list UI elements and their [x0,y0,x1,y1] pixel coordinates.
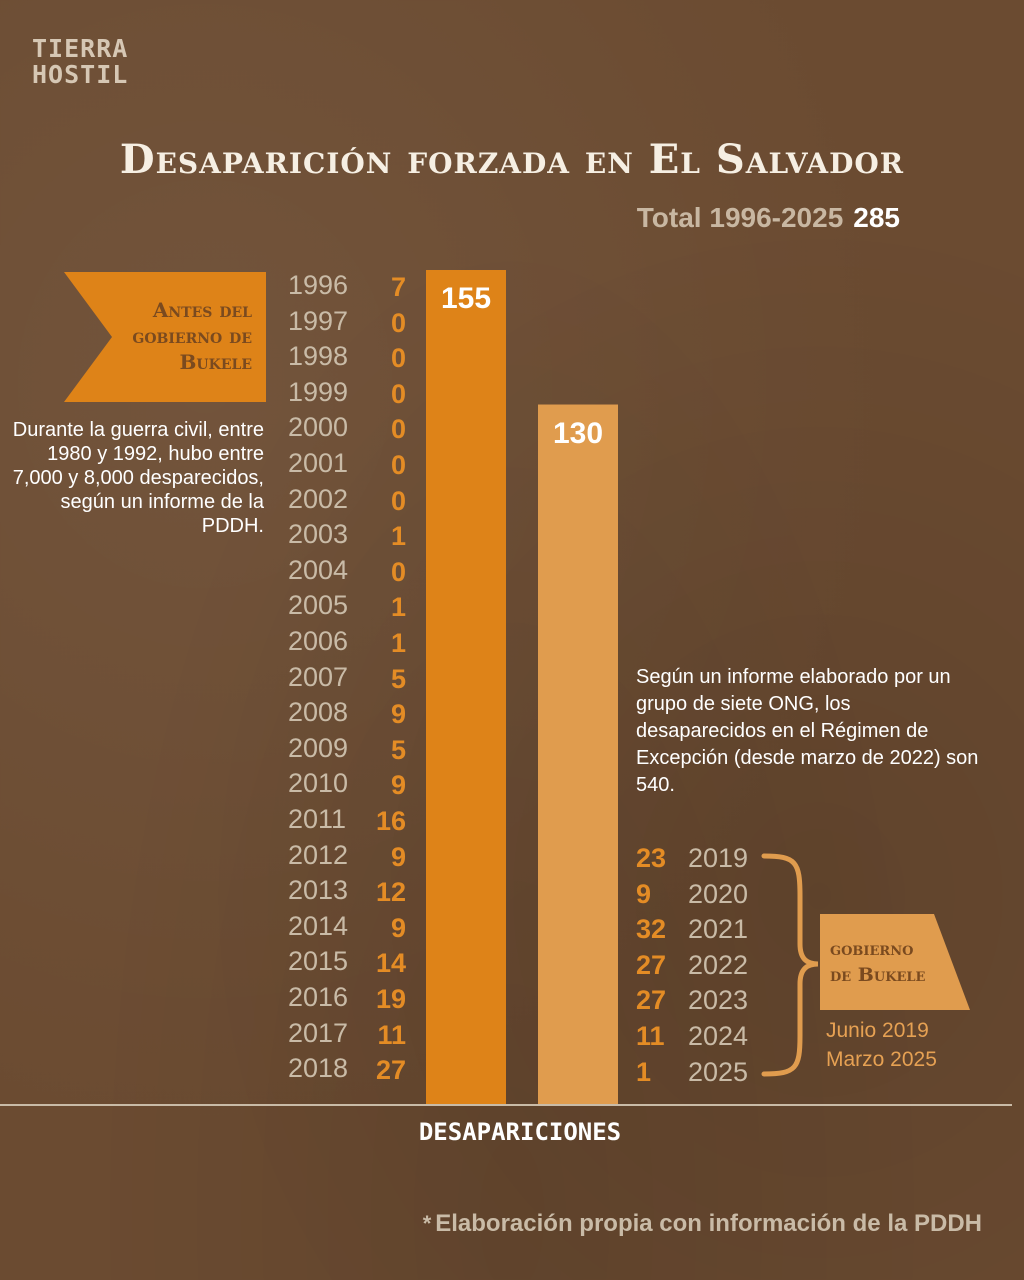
civil-war-note: Durante la guerra civil, entre 1980 y 19… [12,419,264,537]
year-count-2005: 1 [390,592,406,623]
year-count-2008: 9 [390,699,406,730]
year-label-2001: 2001 [288,448,349,478]
year-count-1997: 0 [390,307,406,338]
year-label-2009: 2009 [288,732,349,763]
source-text: Elaboración propia con información de la… [435,1210,982,1237]
year-count-2010: 9 [390,770,406,801]
year-label-1996: 1996 [288,270,349,300]
total-value: 285 [853,202,900,233]
year-label-2016: 2016 [288,982,349,1012]
flag-bukele-line-1: gobierno [830,938,914,960]
year-count-2002: 0 [390,485,406,516]
year-label-2023: 2023 [688,985,749,1016]
year-label-2015: 2015 [288,946,349,977]
year-label-2020: 2020 [688,878,749,909]
flag-before-bukele: Antes del gobierno de Bukele [64,272,266,402]
flag-bukele-line-2: de Bukele [830,964,926,986]
year-count-1998: 0 [390,343,406,374]
total-summary: Total 1996-2025 285 [637,202,900,234]
tierra-hostil-logo: TIERRA HOSTIL [32,36,128,88]
year-count-1999: 0 [390,378,406,409]
year-label-2003: 2003 [288,519,349,550]
flag-bukele-shape [820,914,970,1010]
year-label-2007: 2007 [288,661,349,692]
year-label-2000: 2000 [288,412,349,443]
flag-before-line-3: Bukele [179,350,252,374]
year-count-2006: 1 [390,628,406,658]
flag-before-text: Antes del gobierno de Bukele [82,297,252,375]
period-start: Junio 2019 [826,1019,929,1042]
year-label-1997: 1997 [288,305,349,336]
year-count-2018: 27 [375,1055,406,1086]
year-label-2019: 2019 [688,843,749,873]
year-count-2020: 9 [636,878,652,909]
year-label-2002: 2002 [288,483,349,514]
year-count-2021: 32 [636,914,667,945]
flag-bukele-text: gobierno de Bukele [830,936,970,988]
flag-bukele-government: gobierno de Bukele [820,914,970,1010]
year-label-2014: 2014 [288,910,349,941]
year-count-2004: 0 [390,556,406,587]
year-count-2011: 16 [375,806,406,836]
year-label-2011: 2011 [288,804,347,834]
year-label-2005: 2005 [288,590,349,621]
year-count-2001: 0 [390,450,406,480]
year-count-2019: 23 [636,843,667,873]
chart-baseline [0,1104,1012,1106]
logo-line-2: HOSTIL [32,60,129,89]
bar-bukele [538,404,618,1105]
year-count-2000: 0 [390,414,406,445]
year-label-2006: 2006 [288,626,349,656]
total-label: Total 1996-2025 [636,202,844,233]
year-count-2012: 9 [390,841,406,872]
year-label-1999: 1999 [288,376,349,407]
bar-bukele-value-label: 130 [552,416,604,450]
source-note: * Elaboración propia con información de l… [423,1210,982,1238]
year-count-2024: 11 [636,1021,665,1051]
year-count-1996: 7 [390,272,406,302]
source-asterisk: * [422,1211,432,1236]
year-label-2010: 2010 [288,768,349,799]
year-count-2007: 5 [390,663,406,694]
year-label-2013: 2013 [288,875,349,906]
bar-before-bukele [426,270,506,1104]
year-count-2014: 9 [390,912,406,943]
year-label-2008: 2008 [288,697,349,728]
year-label-2017: 2017 [288,1017,349,1048]
year-label-2025: 2025 [688,1056,749,1087]
flag-before-shape [64,272,266,402]
flag-before-line-2: gobierno de [132,324,252,348]
year-label-2012: 2012 [288,839,349,870]
bukele-period: Junio 2019 Marzo 2025 [826,1016,937,1074]
year-label-2024: 2024 [688,1021,749,1051]
year-label-2018: 2018 [288,1053,349,1084]
year-label-2021: 2021 [688,914,749,945]
year-count-2009: 5 [390,734,406,765]
bukele-bracket [761,853,819,1077]
year-count-2017: 11 [377,1019,406,1050]
year-label-2004: 2004 [288,554,349,585]
x-axis-label: DESAPARICIONES [418,1118,622,1146]
year-count-2023: 27 [636,985,667,1016]
chart-title: Desaparición forzada en El Salvador [119,136,905,183]
year-count-2015: 14 [375,948,406,979]
year-count-2025: 1 [636,1056,652,1087]
year-label-1998: 1998 [288,341,349,372]
year-label-2022: 2022 [688,949,749,980]
year-count-2013: 12 [375,877,406,908]
year-count-2016: 19 [375,984,406,1014]
ong-report-note: Según un informe elaborado por un grupo … [636,666,979,796]
period-end: Marzo 2025 [826,1048,937,1071]
bar-before-value-label: 155 [440,282,492,315]
flag-before-line-1: Antes del [152,298,252,322]
logo-line-1: TIERRA [32,34,129,63]
year-count-2022: 27 [636,949,667,980]
year-count-2003: 1 [390,521,406,552]
